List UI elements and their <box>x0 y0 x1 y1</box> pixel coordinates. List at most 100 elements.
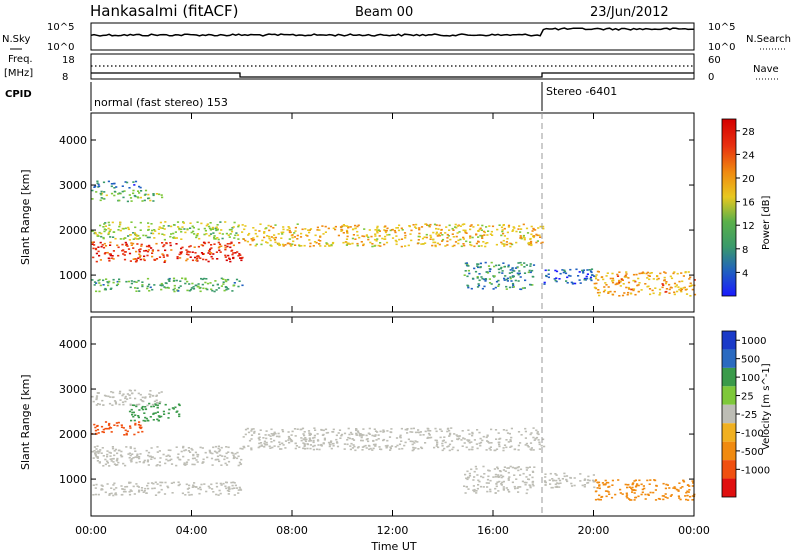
velocity-echo-cell <box>534 438 537 440</box>
velocity-echo-cell <box>646 479 649 482</box>
power-echo-cell <box>332 227 335 230</box>
power-echo-cell <box>197 285 200 288</box>
power-echo-cell <box>672 272 675 275</box>
velocity-cblabel: Velocity [m s^-1] <box>761 363 772 450</box>
power-echo-cell <box>554 269 557 272</box>
velocity-echo-cell <box>495 483 498 485</box>
power-echo-cell <box>147 228 150 231</box>
velocity-echo-cell <box>235 457 239 460</box>
velocity-echo-cell <box>133 419 136 422</box>
velocity-echo-cell <box>124 464 127 467</box>
power-echo-cell <box>327 244 331 247</box>
velocity-echo-cell <box>159 484 162 487</box>
power-echo-cell <box>503 245 506 247</box>
velocity-echo-cell <box>158 402 161 405</box>
velocity-echo-cell <box>305 438 308 441</box>
velocity-echo-cell <box>429 430 432 432</box>
velocity-echo-cell <box>93 446 96 448</box>
power-echo-cell <box>252 238 256 241</box>
power-echo-cell <box>675 284 678 286</box>
velocity-echo-cell <box>153 487 156 490</box>
velocity-echo-cell <box>149 396 152 398</box>
power-echo-cell <box>109 241 112 244</box>
velocity-echo-cell <box>483 473 486 475</box>
power-echo-cell <box>161 242 164 244</box>
power-echo-cell <box>164 221 167 223</box>
velocity-echo-cell <box>404 428 407 431</box>
power-echo-cell <box>502 232 505 235</box>
velocity-echo-cell <box>361 449 364 451</box>
velocity-echo-cell <box>442 439 445 442</box>
velocity-echo-cell <box>175 464 178 467</box>
power-echo-cell <box>357 224 360 227</box>
velocity-echo-cell <box>308 440 311 442</box>
power-echo-cell <box>173 287 176 290</box>
velocity-echo-cell <box>658 498 662 500</box>
velocity-echo-cell <box>116 459 119 461</box>
power-echo-cell <box>147 225 150 228</box>
velocity-echo-cell <box>260 444 263 446</box>
velocity-echo-cell <box>691 480 694 482</box>
velocity-echo-cell <box>364 444 367 447</box>
power-echo-cell <box>638 282 641 284</box>
velocity-echo-cell <box>557 477 560 480</box>
velocity-echo-cell <box>517 431 521 433</box>
power-echo-cell <box>169 244 172 247</box>
power-echo-cell <box>651 289 654 292</box>
power-echo-cell <box>179 257 182 259</box>
power-echo-cell <box>202 258 205 261</box>
velocity-echo-cell <box>228 486 231 488</box>
power-echo-cell <box>540 242 543 244</box>
velocity-echo-cell <box>207 485 210 488</box>
velocity-echo-cell <box>396 444 399 447</box>
power-echo-cell <box>630 292 633 295</box>
velocity-echo-cell <box>478 431 481 434</box>
power-echo-cell <box>212 253 215 255</box>
power-echo-cell <box>258 230 261 232</box>
power-echo-cell <box>205 233 208 235</box>
velocity-echo-cell <box>290 434 293 436</box>
power-echo-cell <box>147 249 150 251</box>
power-echo-cell <box>234 234 237 237</box>
velocity-echo-cell <box>435 430 438 433</box>
power-echo-cell <box>139 196 142 199</box>
velocity-echo-cell <box>439 428 442 431</box>
power-echo-cell <box>215 226 218 228</box>
power-echo-cell <box>206 282 210 285</box>
power-echo-cell <box>212 284 215 287</box>
power-echo-cell <box>532 276 535 278</box>
velocity-echo-cell <box>113 454 116 457</box>
velocity-echo-cell <box>120 424 123 426</box>
velocity-echo-cell <box>494 487 497 490</box>
power-echo-cell <box>134 237 137 239</box>
velocity-echo-cell <box>151 403 154 406</box>
velocity-echo-cell <box>238 461 241 464</box>
power-echo-cell <box>216 283 219 286</box>
velocity-echo-cell <box>508 476 511 478</box>
power-echo-cell <box>180 252 183 255</box>
velocity-echo-cell <box>178 404 181 407</box>
power-echo-cell <box>514 279 517 282</box>
velocity-echo-cell <box>404 441 407 444</box>
velocity-echo-cell <box>592 474 595 476</box>
power-echo-cell <box>648 288 652 290</box>
velocity-echo-cell <box>348 433 351 436</box>
velocity-echo-cell <box>400 440 403 442</box>
power-echo-cell <box>384 231 388 234</box>
velocity-echo-cell <box>543 445 546 448</box>
power-echo-cell <box>163 286 166 288</box>
power-echo-cell <box>194 252 197 254</box>
velocity-echo-cell <box>448 433 452 436</box>
power-echo-cell <box>232 257 235 259</box>
power-echo-cell <box>488 278 491 280</box>
power-echo-cell <box>394 239 397 242</box>
velocity-echo-cell <box>437 446 440 449</box>
velocity-echo-cell <box>201 447 204 449</box>
power-echo-cell <box>204 281 207 284</box>
power-echo-cell <box>129 286 132 289</box>
velocity-echo-cell <box>303 443 306 445</box>
velocity-echo-cell <box>417 429 420 431</box>
velocity-colorbar-band <box>722 478 736 497</box>
power-echo-cell <box>130 244 133 246</box>
velocity-echo-cell <box>92 457 95 459</box>
